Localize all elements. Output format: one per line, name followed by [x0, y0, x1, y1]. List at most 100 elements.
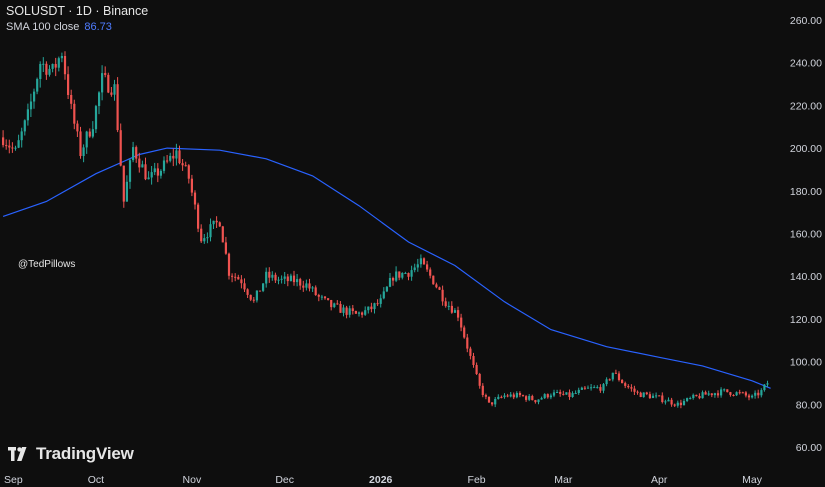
chart-title: SOLUSDT · 1D · Binance — [6, 4, 149, 18]
candle-body — [716, 393, 720, 396]
candle-body — [29, 101, 33, 110]
candle-body — [367, 306, 370, 311]
y-tick-label: 240.00 — [790, 58, 822, 70]
candle-body — [262, 283, 265, 291]
sma-legend-value: 86.73 — [84, 21, 112, 33]
candle-body — [735, 392, 738, 396]
candle-body — [673, 404, 676, 406]
candle-body — [763, 384, 766, 391]
candle-body — [277, 279, 280, 281]
candle-body — [463, 327, 466, 338]
candle-body — [698, 396, 701, 399]
candle-body — [447, 305, 450, 307]
candle-body — [36, 79, 39, 92]
candle-body — [243, 283, 246, 290]
candle-body — [289, 275, 292, 282]
candle-body — [101, 73, 104, 93]
candle-body — [265, 271, 268, 284]
candle-body — [540, 398, 543, 400]
sma-legend[interactable]: SMA 100 close 86.73 — [6, 21, 112, 33]
candle-body — [231, 275, 234, 277]
x-tick-label: Oct — [88, 474, 104, 486]
candle-body — [305, 283, 308, 288]
candle-body — [726, 389, 729, 393]
candle-body — [754, 392, 757, 396]
candle-body — [614, 372, 617, 374]
candle-body — [686, 398, 689, 401]
candle-body — [63, 56, 67, 75]
candle-body — [54, 64, 57, 68]
candle-body — [642, 392, 645, 397]
candle-body — [311, 287, 314, 289]
candle-body — [379, 298, 382, 304]
candle-body — [159, 170, 162, 176]
candle-body — [580, 387, 583, 390]
candle-body — [757, 392, 760, 396]
candle-body — [181, 163, 184, 166]
candle-body — [568, 392, 571, 397]
candle-body — [156, 168, 159, 176]
candle-body — [125, 181, 128, 202]
candle-body — [410, 270, 413, 277]
candle-body — [401, 273, 404, 278]
candle-body — [361, 312, 364, 315]
candle-body — [376, 303, 379, 305]
candle-body — [528, 396, 531, 400]
candle-body — [166, 160, 169, 162]
candle-body — [286, 276, 289, 282]
candle-body — [658, 395, 661, 397]
candle-body — [392, 278, 395, 281]
candle-body — [33, 91, 36, 102]
candle-body — [453, 310, 457, 313]
candle-body — [583, 387, 586, 389]
candle-body — [94, 106, 98, 130]
tradingview-brand[interactable]: TradingView — [8, 444, 134, 464]
candle-body — [648, 394, 651, 398]
candle-body — [221, 226, 224, 243]
candle-body — [475, 365, 478, 374]
x-axis[interactable]: Sep Oct Nov Dec 2026 Feb Mar Apr May — [4, 474, 763, 486]
candle-body — [141, 164, 144, 168]
candle-body — [506, 395, 509, 397]
candle-body — [79, 131, 82, 156]
candle-body — [460, 317, 463, 328]
candle-body — [184, 165, 187, 167]
candle-body — [11, 147, 14, 149]
y-tick-label: 60.00 — [796, 442, 822, 454]
candle-body — [104, 73, 107, 75]
candle-body — [565, 392, 568, 395]
candle-body — [503, 395, 506, 398]
candle-body — [419, 258, 422, 265]
candle-body — [487, 396, 491, 403]
candle-body — [537, 399, 540, 403]
candle-body — [422, 258, 426, 265]
candle-body — [283, 276, 286, 279]
candle-body — [413, 267, 416, 271]
candle-body — [407, 273, 410, 277]
candle-body — [574, 393, 577, 394]
candle-body — [20, 131, 23, 141]
candle-body — [212, 220, 215, 225]
candle-body — [39, 64, 42, 79]
y-axis[interactable]: 260.00 240.00 220.00 200.00 180.00 160.00 140.… — [790, 15, 822, 454]
candle-body — [271, 274, 274, 278]
candle-body — [416, 264, 419, 268]
candle-body — [252, 299, 255, 301]
candle-body — [395, 271, 398, 281]
candle-body — [621, 380, 624, 384]
sma-line — [2, 147, 771, 389]
candle-body — [82, 147, 85, 156]
candle-body — [98, 92, 101, 106]
candle-body — [546, 394, 549, 398]
candle-body — [388, 278, 392, 287]
candle-body — [667, 399, 670, 402]
candle-body — [645, 392, 648, 395]
sma-legend-label: SMA 100 close — [6, 21, 80, 33]
candle-body — [478, 374, 481, 386]
candle-body — [704, 392, 707, 395]
candle-body — [317, 295, 320, 297]
candle-body — [333, 303, 336, 307]
candle-body — [679, 402, 682, 406]
candle-body — [147, 177, 150, 180]
